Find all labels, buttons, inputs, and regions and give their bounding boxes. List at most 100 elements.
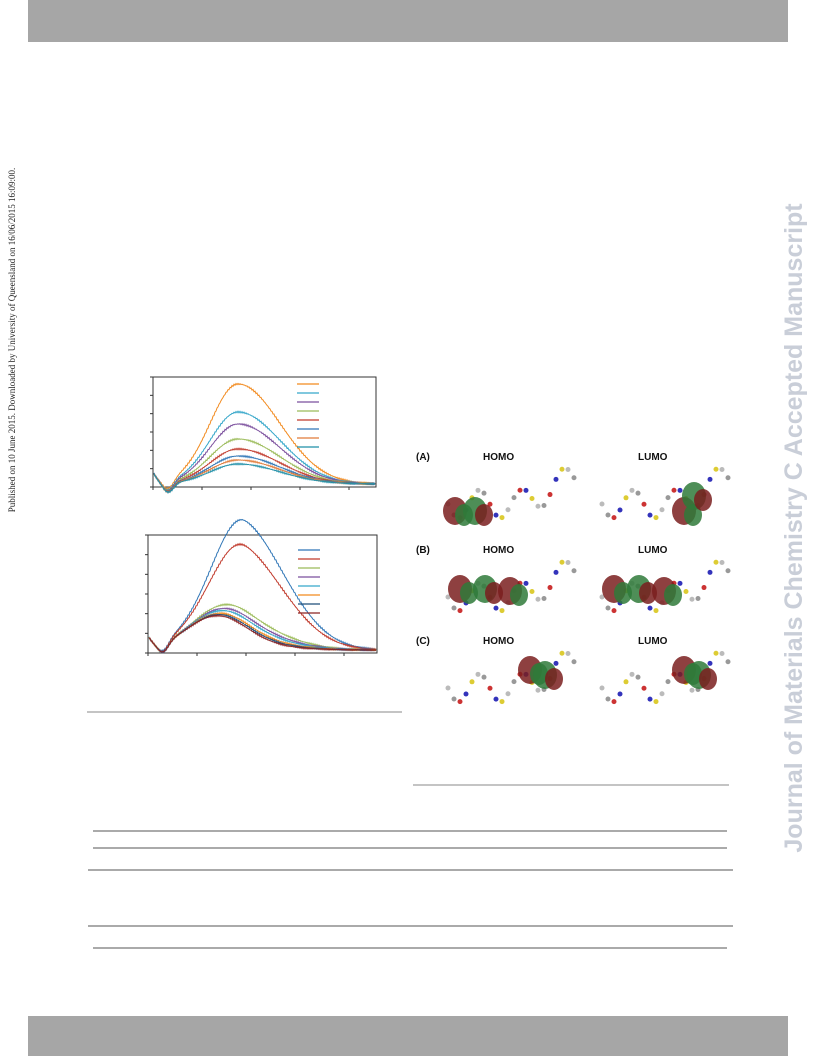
- orbital-lobe: [694, 489, 712, 511]
- lumo-label: LUMO: [638, 636, 668, 647]
- atom: [635, 490, 641, 496]
- atom: [547, 585, 553, 591]
- orbital-lobe: [699, 668, 717, 690]
- atom: [713, 650, 719, 656]
- atom: [565, 466, 571, 472]
- atom: [665, 495, 671, 501]
- atom: [529, 495, 535, 501]
- atom: [677, 580, 683, 586]
- atom: [635, 674, 641, 680]
- atom: [463, 691, 469, 697]
- atom: [605, 512, 611, 518]
- spectrum-curve: [149, 613, 377, 653]
- atom: [559, 466, 565, 472]
- atom: [647, 696, 653, 702]
- atom: [701, 585, 707, 591]
- atom: [457, 699, 463, 705]
- atom: [487, 501, 493, 507]
- atom: [611, 515, 617, 521]
- atom: [511, 679, 517, 685]
- atom: [653, 608, 659, 614]
- atom: [617, 691, 623, 697]
- atom: [523, 580, 529, 586]
- atom: [713, 466, 719, 472]
- atom: [475, 671, 481, 677]
- orbital-figure: (A) HOMO LUMO (B) HOMO LUMO (C) HOMO LUMO: [416, 452, 731, 705]
- spectrum-curve: [148, 542, 377, 652]
- atom: [605, 605, 611, 611]
- panel-label: (A): [416, 452, 430, 463]
- atom: [541, 503, 547, 509]
- chart-2: [145, 518, 378, 656]
- atom: [499, 699, 505, 705]
- atom: [535, 503, 541, 509]
- atom: [445, 594, 451, 600]
- atom: [505, 691, 511, 697]
- atom: [481, 674, 487, 680]
- atom: [725, 659, 731, 665]
- atom: [629, 671, 635, 677]
- atom: [683, 588, 689, 594]
- atom: [451, 605, 457, 611]
- atom: [719, 559, 725, 565]
- atom: [665, 679, 671, 685]
- atom: [623, 679, 629, 685]
- atom: [505, 507, 511, 513]
- atom: [677, 487, 683, 493]
- atom: [641, 501, 647, 507]
- panel-label: (B): [416, 545, 430, 556]
- spectrum-curve: [153, 422, 376, 492]
- orbital-lobe: [475, 504, 493, 526]
- chart-1: [150, 376, 377, 494]
- atom: [611, 699, 617, 705]
- footer-bar: [28, 1016, 788, 1056]
- atom: [659, 507, 665, 513]
- spectrum-curve: [153, 447, 376, 493]
- atom: [457, 608, 463, 614]
- atom: [565, 559, 571, 565]
- atom: [671, 487, 677, 493]
- atom: [689, 687, 695, 693]
- orbital-lobe: [510, 584, 528, 606]
- atom: [707, 569, 713, 575]
- spectrum-curve: [148, 602, 377, 654]
- atom: [647, 605, 653, 611]
- atom: [547, 492, 553, 498]
- atom: [623, 495, 629, 501]
- atom: [451, 696, 457, 702]
- atom: [719, 466, 725, 472]
- atom: [571, 568, 577, 574]
- orbital-lobe: [664, 584, 682, 606]
- atom: [719, 650, 725, 656]
- atom: [571, 475, 577, 481]
- atom: [499, 515, 505, 521]
- atom: [725, 568, 731, 574]
- atom: [713, 559, 719, 565]
- atom: [553, 660, 559, 666]
- orbital-lobe: [684, 504, 702, 526]
- atom: [553, 476, 559, 482]
- atom: [493, 696, 499, 702]
- journal-watermark: Journal of Materials Chemistry C Accepte…: [780, 203, 808, 853]
- atom: [599, 594, 605, 600]
- atom: [629, 487, 635, 493]
- atom: [559, 650, 565, 656]
- atom: [611, 608, 617, 614]
- atom: [541, 596, 547, 602]
- atom: [653, 699, 659, 705]
- spectrum-curve: [153, 382, 376, 491]
- atom: [695, 596, 701, 602]
- atom: [493, 512, 499, 518]
- atom: [647, 512, 653, 518]
- atom: [553, 569, 559, 575]
- panel-label: (C): [416, 636, 430, 647]
- spectrum-curve: [153, 462, 376, 494]
- atom: [511, 495, 517, 501]
- atom: [529, 588, 535, 594]
- spectrum-curve: [153, 454, 376, 493]
- atom: [487, 685, 493, 691]
- atom: [599, 685, 605, 691]
- atom: [689, 596, 695, 602]
- atom: [707, 660, 713, 666]
